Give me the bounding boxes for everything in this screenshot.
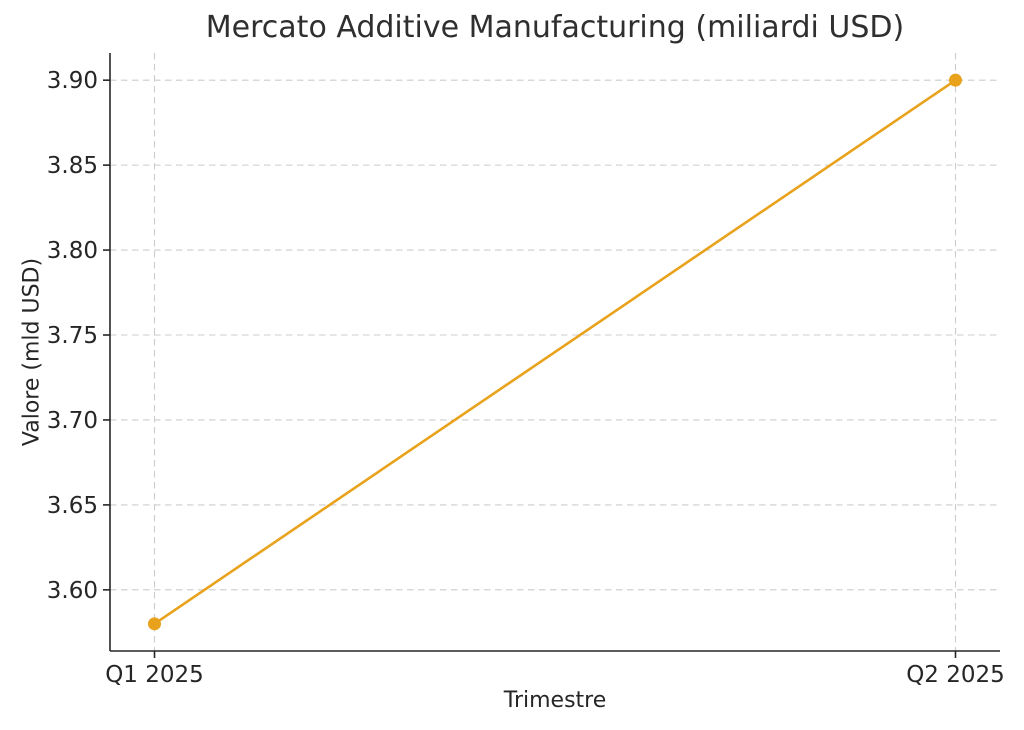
y-tick-label: 3.65 bbox=[47, 493, 98, 519]
series-line bbox=[153, 78, 957, 626]
data-point-marker bbox=[148, 617, 161, 631]
y-tick-label: 3.75 bbox=[47, 323, 98, 349]
x-axis-label: Trimestre bbox=[503, 688, 607, 713]
y-tick-label: 3.80 bbox=[47, 238, 98, 264]
x-tick-label: Q2 2025 bbox=[906, 662, 1005, 688]
y-tick-label: 3.60 bbox=[47, 578, 98, 604]
y-tick-label: 3.85 bbox=[47, 153, 98, 179]
y-tick-label: 3.70 bbox=[47, 408, 98, 434]
chart-title: Mercato Additive Manufacturing (miliardi… bbox=[205, 10, 905, 45]
data-point-marker bbox=[949, 73, 962, 87]
y-tick-label: 3.90 bbox=[47, 68, 98, 94]
x-tick-label: Q1 2025 bbox=[105, 662, 204, 688]
